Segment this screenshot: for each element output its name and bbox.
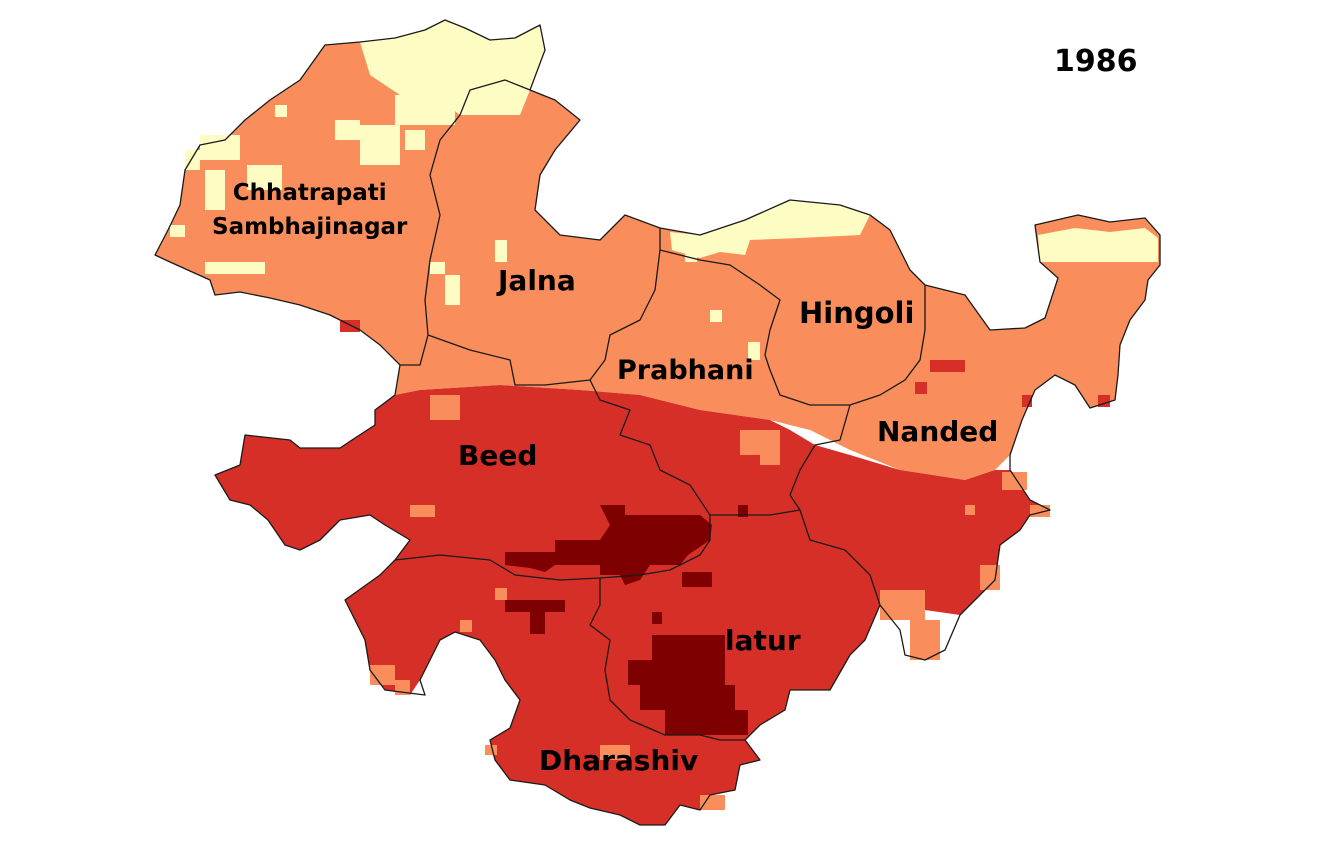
district-label-nanded: Nanded xyxy=(877,415,999,448)
district-label-line1: Chhatrapati xyxy=(232,180,387,206)
zone-orange-specks xyxy=(370,395,1050,810)
district-boundaries xyxy=(154,19,1161,826)
district-label-hingoli: Hingoli xyxy=(799,296,915,330)
zone-dark-core xyxy=(505,505,748,735)
zone-light-patches xyxy=(170,20,1158,360)
district-label-chhatrapati-sambhajinagar: Chhatrapati Sambhajinagar xyxy=(212,176,407,244)
district-label-jalna: Jalna xyxy=(498,264,576,297)
district-label-dharashiv: Dharashiv xyxy=(539,744,699,777)
zone-red-south xyxy=(215,385,1050,825)
outer-boundary xyxy=(154,19,1161,826)
zone-red-specks xyxy=(340,320,1110,407)
district-label-latur: latur xyxy=(725,624,801,657)
district-label-beed: Beed xyxy=(458,439,538,472)
year-label: 1986 xyxy=(1054,44,1138,79)
district-label-line2: Sambhajinagar xyxy=(212,214,408,240)
district-label-prabhani: Prabhani xyxy=(617,355,754,386)
